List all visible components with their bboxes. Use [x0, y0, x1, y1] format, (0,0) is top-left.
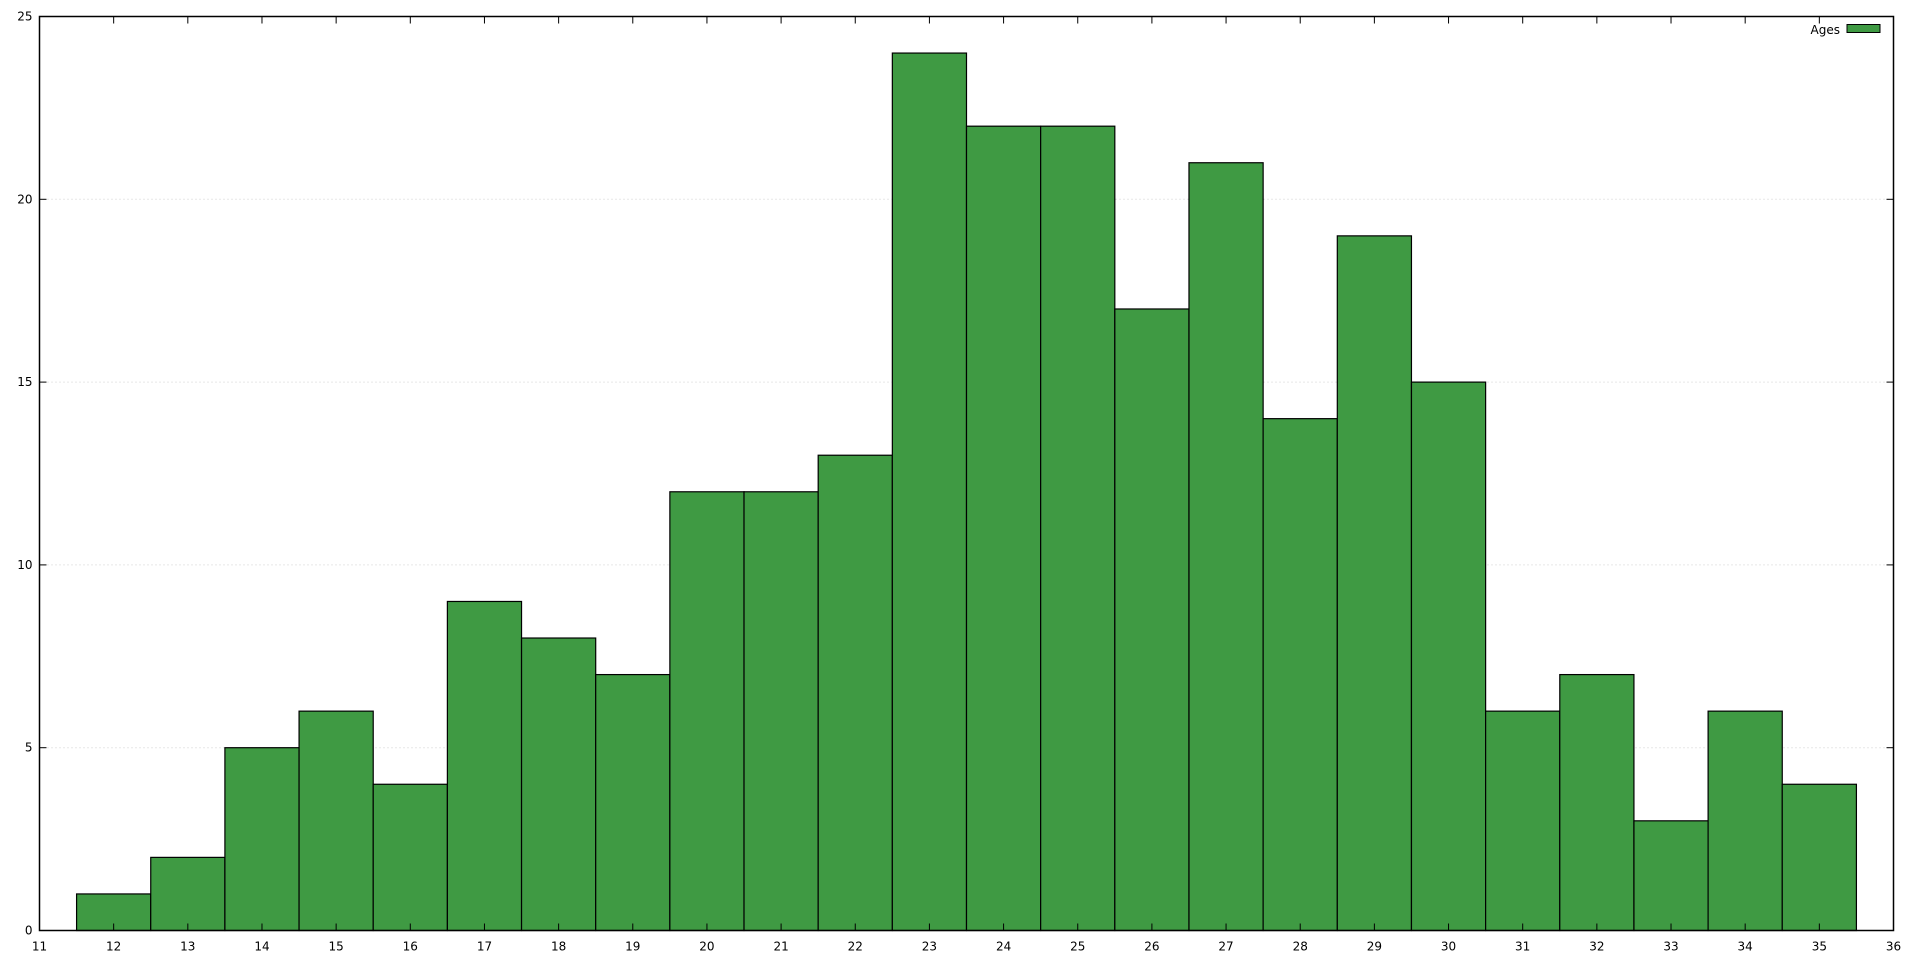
x-tick-label: 12	[106, 940, 121, 954]
bar	[150, 856, 226, 932]
x-tick-label: 35	[1812, 940, 1827, 954]
bars	[75, 52, 1858, 932]
x-tick-label: 25	[1070, 940, 1085, 954]
x-tick-label: 15	[328, 940, 343, 954]
y-tick-label: 0	[25, 924, 33, 938]
bar	[1633, 820, 1709, 932]
legend: Ages	[1811, 23, 1881, 37]
bar	[1410, 381, 1487, 932]
bar	[595, 673, 671, 932]
x-tick-label: 11	[32, 940, 47, 954]
x-tick-label: 26	[1144, 940, 1159, 954]
x-tick-label: 23	[922, 940, 937, 954]
x-tick-label: 33	[1663, 940, 1678, 954]
x-tick-label: 32	[1589, 940, 1604, 954]
bar	[669, 491, 745, 932]
bar	[224, 747, 300, 932]
x-tick-label: 13	[180, 940, 195, 954]
x-tick-label: 30	[1441, 940, 1456, 954]
bar	[743, 491, 819, 932]
y-tick-label: 25	[17, 10, 32, 24]
x-tick-label: 20	[699, 940, 714, 954]
x-tick-label: 31	[1515, 940, 1530, 954]
bar	[298, 710, 374, 932]
y-tick-label: 5	[25, 741, 33, 755]
bar	[1114, 308, 1190, 932]
tick-labels: 0 5 10 15 20 25 11 12 13 14 15 16 17 18 19 20 21 22 23 24 25…	[17, 10, 1901, 954]
bar	[446, 600, 523, 932]
y-tick-label: 20	[17, 192, 32, 206]
x-tick-label: 16	[403, 940, 418, 954]
bar	[1559, 673, 1635, 932]
x-tick-label: 18	[551, 940, 566, 954]
bar	[965, 125, 1042, 932]
bar	[1336, 235, 1413, 932]
bar	[520, 637, 597, 932]
ticks	[39, 16, 1894, 931]
bar	[891, 52, 968, 932]
x-tick-label: 28	[1293, 940, 1308, 954]
bar	[1040, 125, 1116, 932]
x-tick-label: 22	[848, 940, 863, 954]
legend-swatch	[1846, 24, 1881, 33]
bar	[1707, 710, 1783, 932]
x-tick-label: 27	[1218, 940, 1233, 954]
x-tick-label: 19	[625, 940, 640, 954]
y-tick-label: 10	[17, 558, 32, 572]
bar	[1262, 418, 1338, 932]
legend-label: Ages	[1811, 23, 1840, 37]
x-tick-label: 21	[773, 940, 788, 954]
x-tick-label: 34	[1738, 940, 1753, 954]
plot-frame	[38, 15, 1895, 932]
bar	[817, 454, 893, 932]
bar	[372, 783, 448, 932]
x-tick-label: 17	[477, 940, 492, 954]
x-tick-label: 29	[1367, 940, 1382, 954]
x-tick-label: 14	[254, 940, 269, 954]
bar	[1781, 783, 1858, 932]
x-tick-label: 24	[996, 940, 1011, 954]
x-tick-label: 36	[1886, 940, 1901, 954]
bar	[1485, 710, 1561, 932]
y-tick-label: 15	[17, 375, 32, 389]
bar	[1188, 162, 1264, 932]
